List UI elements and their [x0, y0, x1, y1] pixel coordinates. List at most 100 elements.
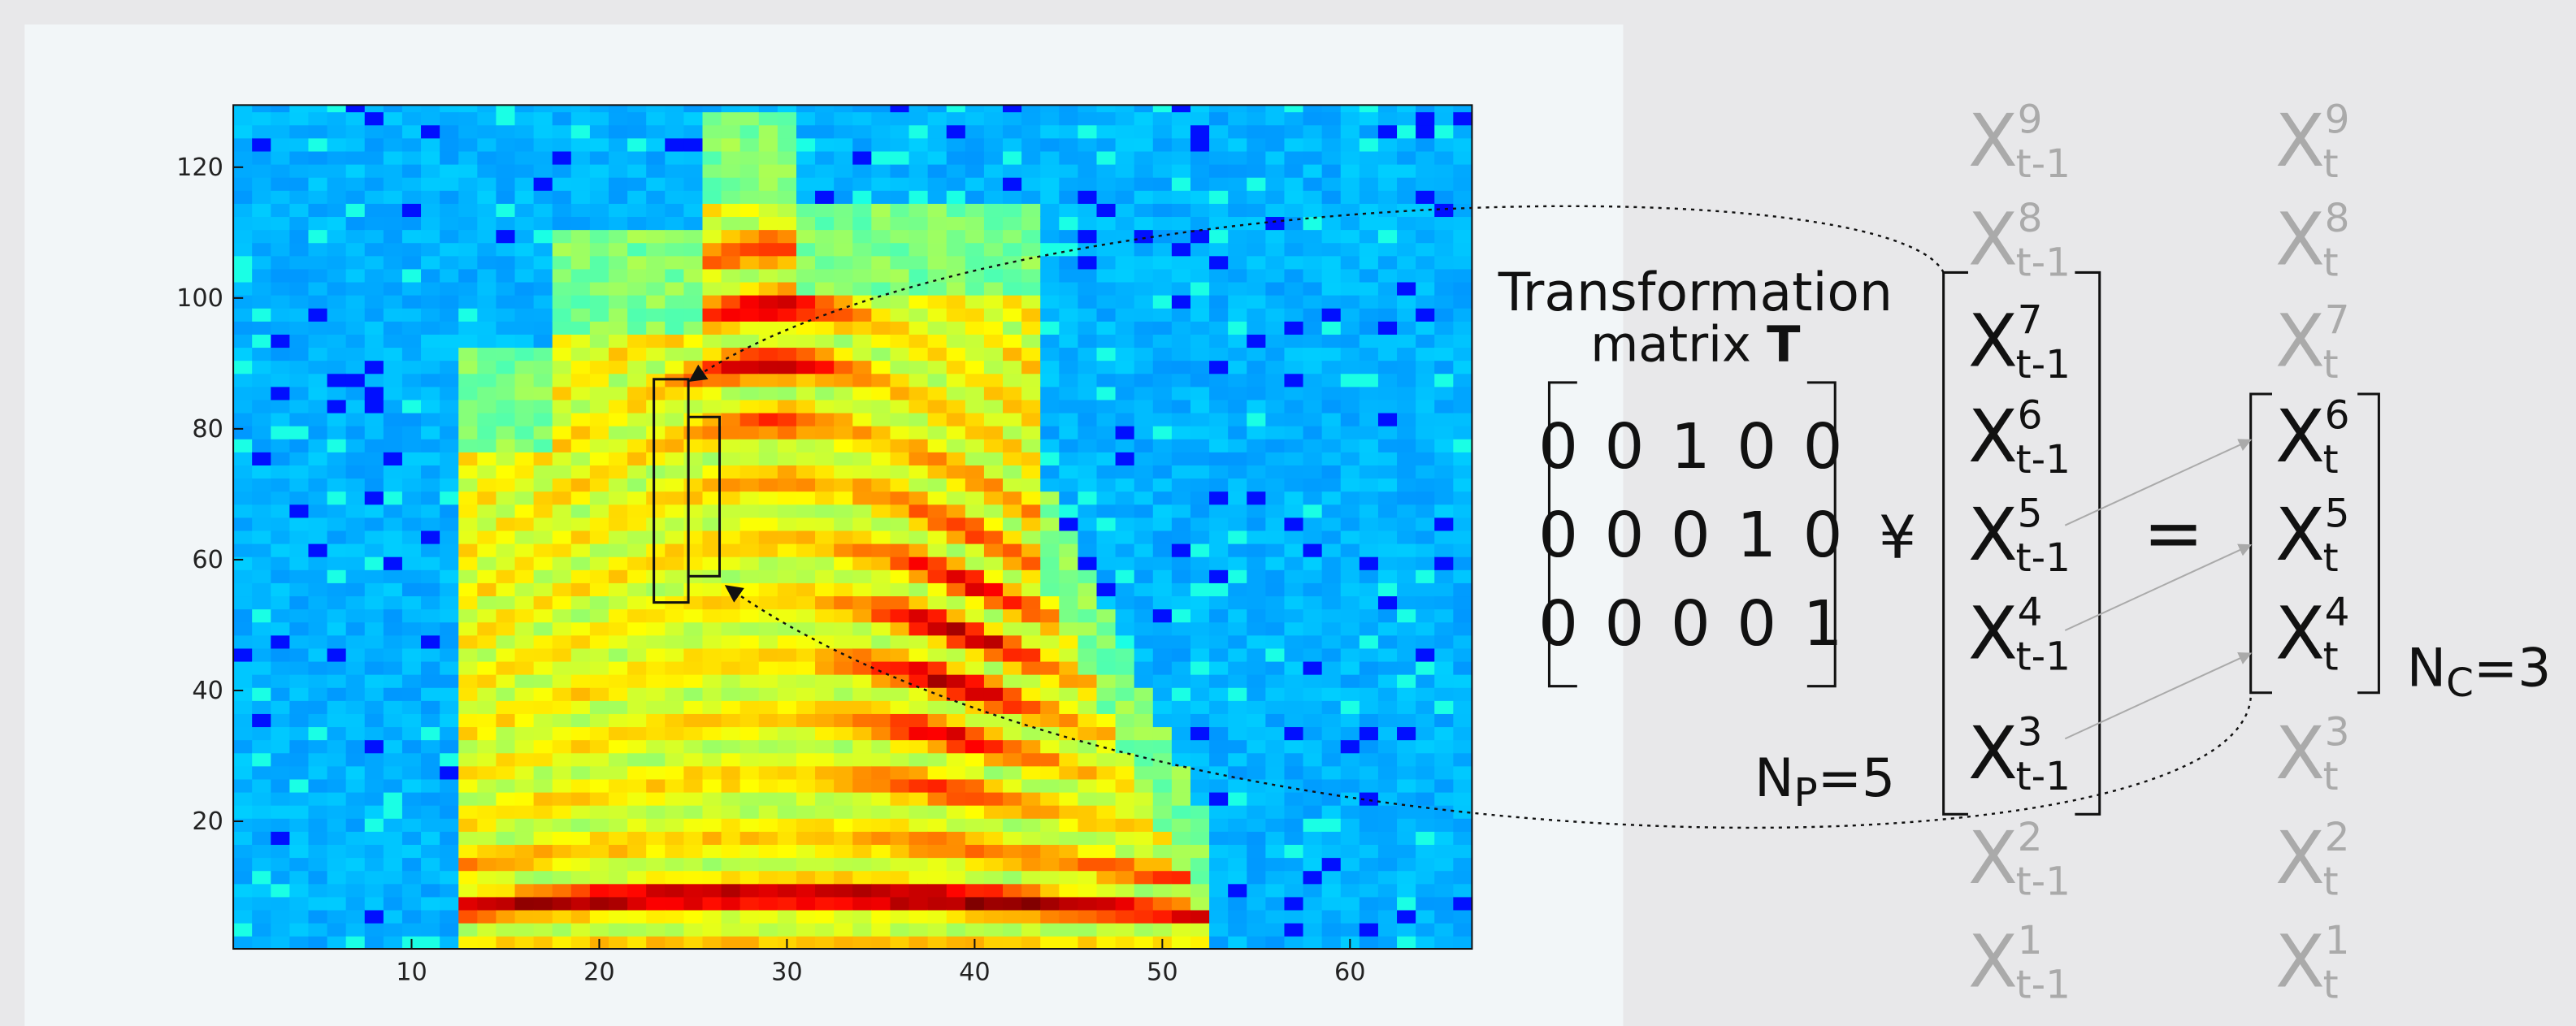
spectrogram-cell: [1453, 216, 1472, 230]
spectrogram-cell: [1059, 504, 1078, 517]
spectrogram-cell: [1097, 387, 1117, 400]
spectrogram-cell: [346, 256, 366, 270]
spectrogram-cell: [1341, 308, 1360, 322]
spectrogram-cell: [609, 478, 628, 491]
spectrogram-cell: [1397, 857, 1416, 871]
spectrogram-cell: [252, 674, 271, 688]
spectrogram-cell: [590, 726, 609, 740]
spectrogram-cell: [1265, 387, 1285, 400]
spectrogram-cell: [1434, 373, 1454, 387]
spectrogram-cell: [646, 910, 666, 924]
spectrogram-cell: [1322, 177, 1342, 191]
spectrogram-cell: [252, 360, 271, 374]
spectrogram-cell: [365, 897, 384, 911]
spectrogram-cell: [796, 465, 816, 478]
spectrogram-cell: [909, 347, 929, 361]
spectrogram-cell: [571, 282, 591, 296]
spectrogram-cell: [1097, 857, 1117, 871]
spectrogram-cell: [402, 491, 422, 504]
spectrogram-cell: [233, 923, 253, 937]
spectrogram-cell: [590, 608, 609, 622]
spectrogram-cell: [365, 923, 384, 937]
spectrogram-cell: [665, 569, 684, 583]
spectrogram-cell: [1341, 779, 1360, 793]
spectrogram-cell: [553, 818, 572, 832]
spectrogram-cell: [1209, 282, 1229, 296]
spectrogram-cell: [1116, 347, 1135, 361]
spectrogram-cell: [233, 556, 253, 570]
spectrogram-cell: [1360, 844, 1379, 858]
spectrogram-cell: [1360, 105, 1379, 112]
spectrogram-cell: [1190, 321, 1210, 335]
spectrogram-cell: [965, 439, 985, 452]
spectrogram-cell: [289, 334, 309, 348]
spectrogram-cell: [534, 936, 553, 950]
spectrogram-cell: [496, 282, 515, 296]
spectrogram-cell: [402, 543, 422, 557]
spectrogram-cell: [346, 439, 366, 452]
spectrogram-cell: [1378, 387, 1398, 400]
spectrogram-cell: [1116, 595, 1135, 609]
spectrogram-cell: [1416, 569, 1435, 583]
spectrogram-cell: [289, 478, 309, 491]
spectrogram-cell: [571, 295, 591, 309]
spectrogram-cell: [553, 857, 572, 871]
spectrogram-cell: [271, 269, 290, 283]
spectrogram-cell: [308, 229, 327, 243]
spectrogram-cell: [1097, 595, 1117, 609]
spectrogram-cell: [440, 792, 459, 806]
spectrogram-cell: [327, 530, 347, 544]
spectrogram-cell: [627, 347, 647, 361]
spectrogram-cell: [1397, 713, 1416, 727]
spectrogram-cell: [1265, 190, 1285, 204]
spectrogram-cell: [571, 910, 591, 924]
spectrogram-cell: [1416, 635, 1435, 649]
spectrogram-cell: [1303, 726, 1323, 740]
spectrogram-cell: [984, 387, 1004, 400]
spectrogram-cell: [1453, 203, 1472, 217]
spectrogram-cell: [984, 242, 1004, 256]
spectrogram-cell: [384, 674, 403, 688]
spectrogram-cell: [1059, 700, 1078, 714]
spectrogram-cell: [947, 530, 966, 544]
spectrogram-cell: [665, 831, 684, 845]
spectrogram-cell: [1021, 556, 1041, 570]
spectrogram-cell: [421, 295, 440, 309]
spectrogram-cell: [1228, 504, 1247, 517]
spectrogram-cell: [1303, 282, 1323, 296]
spectrogram-cell: [289, 844, 309, 858]
spectrogram-cell: [571, 164, 591, 178]
spectrogram-cell: [1416, 504, 1435, 517]
spectrogram-cell: [1209, 504, 1229, 517]
spectrogram-cell: [890, 556, 909, 570]
spectrogram-cell: [590, 870, 609, 884]
spectrogram-cell: [778, 621, 797, 635]
spectrogram-cell: [384, 242, 403, 256]
spectrogram-cell: [1134, 818, 1154, 832]
spectrogram-cell: [1078, 635, 1097, 649]
spectrogram-cell: [308, 936, 327, 950]
spectrogram-cell: [477, 635, 497, 649]
spectrogram-cell: [1360, 478, 1379, 491]
spectrogram-cell: [421, 105, 440, 112]
spectrogram-cell: [740, 387, 760, 400]
spectrogram-cell: [1097, 347, 1117, 361]
spectrogram-cell: [553, 910, 572, 924]
spectrogram-cell: [1341, 256, 1360, 270]
spectrogram-cell: [1228, 373, 1247, 387]
spectrogram-cell: [722, 530, 741, 544]
spectrogram-cell: [928, 805, 948, 819]
spectrogram-cell: [834, 779, 853, 793]
spectrogram-cell: [1247, 295, 1266, 309]
spectrogram-cell: [609, 242, 628, 256]
spectrogram-cell: [1360, 779, 1379, 793]
spectrogram-cell: [1078, 256, 1097, 270]
spectrogram-cell: [1378, 295, 1398, 309]
spectrogram-cell: [1003, 124, 1022, 138]
spectrogram-cell: [233, 426, 253, 439]
spectrogram-cell: [928, 177, 948, 191]
spectrogram-cell: [384, 897, 403, 911]
spectrogram-cell: [1134, 452, 1154, 465]
spectrogram-cell: [1003, 831, 1022, 845]
spectrogram-cell: [759, 242, 778, 256]
